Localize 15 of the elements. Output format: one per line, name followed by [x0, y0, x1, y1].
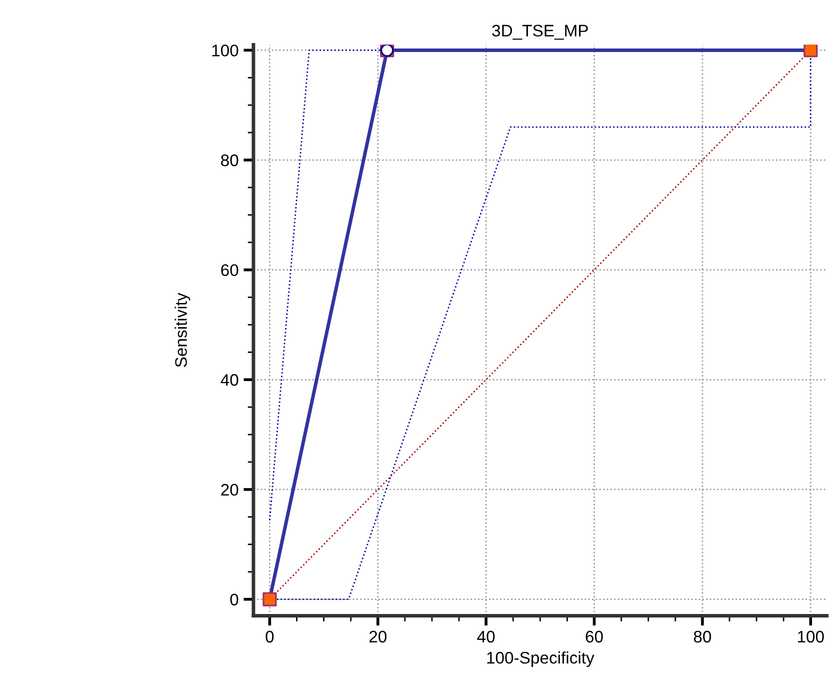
y-axis-title: Sensitivity	[174, 292, 190, 367]
chart-title: 3D_TSE_MP	[492, 24, 588, 40]
y-tick-label: 60	[221, 264, 238, 276]
x-tick-label: 20	[369, 630, 386, 643]
x-tick-label: 40	[477, 630, 495, 643]
x-axis-title: 100-Specificity	[487, 651, 594, 667]
y-tick-label: 0	[230, 594, 238, 606]
x-tick-label: 100	[798, 630, 824, 643]
y-tick-label: 100	[212, 44, 238, 56]
x-tick-label: 80	[694, 630, 712, 643]
y-tick-label: 20	[221, 484, 238, 496]
x-tick-label: 0	[266, 630, 274, 643]
y-tick-label: 40	[220, 374, 238, 386]
y-tick-label: 80	[221, 154, 238, 166]
x-tick-label: 60	[586, 630, 603, 643]
